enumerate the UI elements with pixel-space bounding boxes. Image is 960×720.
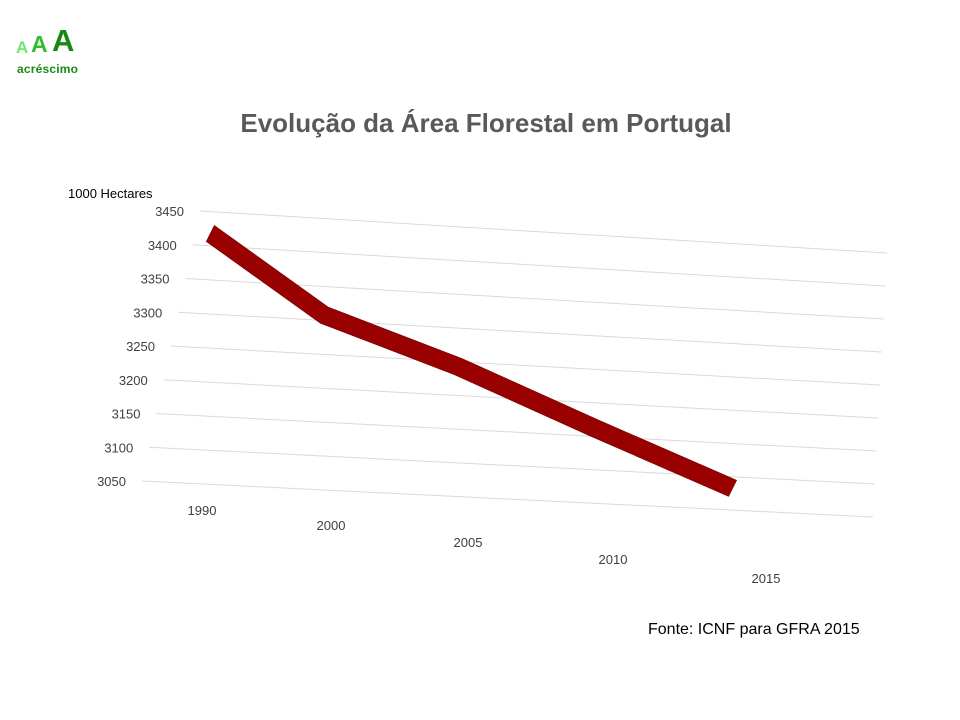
x-tick-label: 2000	[317, 518, 346, 533]
gridline	[141, 480, 874, 518]
y-tick-label: 3400	[148, 238, 177, 253]
y-tick-label: 3450	[155, 204, 184, 219]
x-tick-label: 2010	[599, 552, 628, 567]
y-tick-label: 3100	[104, 440, 133, 455]
gridlines	[141, 210, 888, 518]
y-tick-label: 3050	[97, 474, 126, 489]
y-tick-label: 3150	[112, 407, 141, 422]
gridline	[156, 413, 877, 452]
chart-title: Evolução da Área Florestal em Portugal	[240, 108, 732, 138]
gridline	[178, 311, 882, 353]
y-axis-ticks: 3050 3100 3150 3200 3250 3300 3350 3400 3450	[97, 204, 184, 489]
acrescimo-logo: A A A acréscimo	[16, 22, 106, 78]
x-tick-label: 2005	[454, 535, 483, 550]
series-ribbon-layer	[205, 225, 738, 497]
logo-brand-name: acréscimo	[17, 62, 79, 76]
gridline	[192, 244, 886, 287]
gridline	[199, 210, 888, 254]
logo-letter-small: A	[16, 38, 29, 57]
y-axis-unit-label: 1000 Hectares	[68, 186, 153, 201]
x-axis-ticks: 1990 2000 2005 2010 2015	[188, 503, 781, 586]
x-tick-label: 2015	[752, 571, 781, 586]
gridline	[185, 278, 884, 320]
y-tick-label: 3350	[141, 272, 170, 287]
y-tick-label: 3250	[126, 339, 155, 354]
logo-letter-medium: A	[31, 31, 48, 57]
series-ribbon	[205, 225, 738, 497]
x-tick-label: 1990	[188, 503, 217, 518]
y-tick-label: 3300	[133, 305, 162, 320]
gridline	[170, 345, 881, 386]
logo-letter-large: A	[52, 23, 75, 58]
source-note: Fonte: ICNF para GFRA 2015	[648, 621, 860, 638]
gridline	[149, 446, 875, 485]
y-tick-label: 3200	[119, 373, 148, 388]
